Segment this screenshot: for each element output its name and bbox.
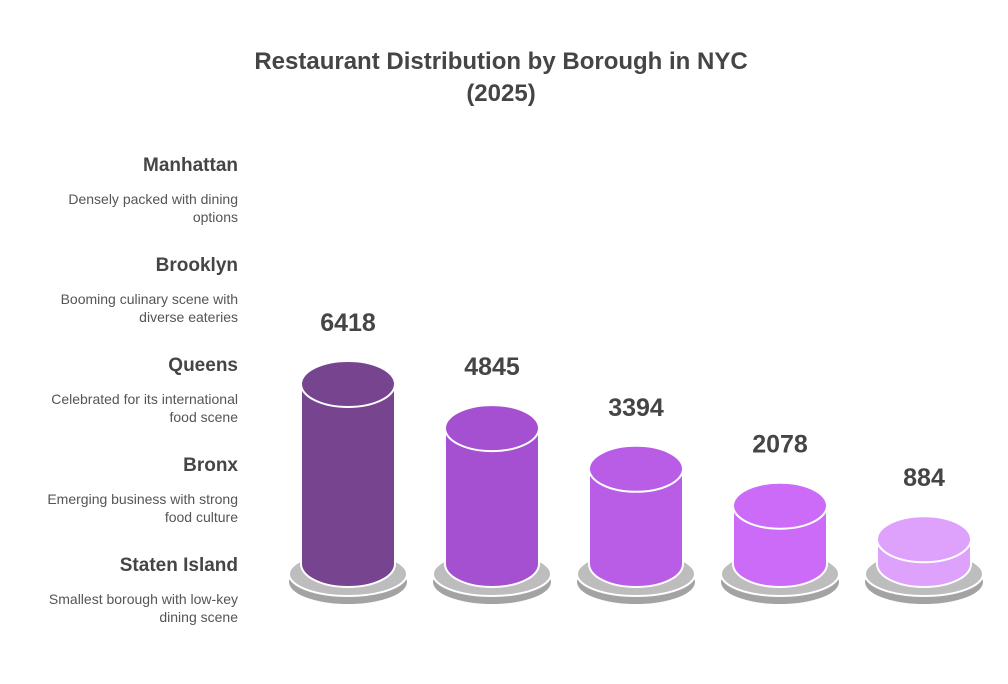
value-label-staten-island: 884	[903, 464, 945, 492]
cylinder-body-brooklyn	[444, 427, 540, 588]
value-label-manhattan: 6418	[320, 309, 376, 337]
legend-desc-manhattan-line-1: Densely packed with dining	[68, 191, 238, 207]
bar-bronx: 2078	[720, 431, 840, 604]
legend-desc-manhattan: Densely packed with dining options	[20, 190, 238, 226]
chart-title-line-1: Restaurant Distribution by Borough in NY…	[254, 48, 748, 75]
legend-desc-brooklyn: Booming culinary scene with diverse eate…	[20, 290, 238, 326]
legend-item-bronx: Bronx Emerging business with strong food…	[20, 454, 238, 550]
legend-desc-staten-island-line-2: dining scene	[159, 609, 238, 625]
bar-brooklyn: 4845	[432, 353, 552, 604]
cylinder-top-brooklyn	[444, 404, 540, 453]
cylinder-top-manhattan	[300, 360, 396, 408]
legend-item-staten-island: Staten Island Smallest borough with low-…	[20, 554, 238, 650]
legend-desc-brooklyn-line-2: diverse eateries	[139, 309, 238, 325]
bar-staten-island: 884	[864, 464, 984, 604]
legend-name-brooklyn: Brooklyn	[155, 255, 238, 276]
legend-desc-bronx-line-1: Emerging business with strong	[47, 491, 238, 507]
value-label-brooklyn: 4845	[464, 353, 520, 381]
legend-name-bronx: Bronx	[183, 455, 238, 476]
legend-desc-staten-island: Smallest borough with low-key dining sce…	[20, 590, 238, 626]
cylinder-top-staten-island	[876, 515, 972, 564]
cylinder-top-queens	[588, 444, 684, 493]
legend-desc-queens-line-1: Celebrated for its international	[51, 391, 238, 407]
legend-desc-manhattan-line-2: options	[192, 209, 238, 225]
legend-name-staten-island: Staten Island	[119, 555, 238, 576]
cylinder-body-queens	[588, 467, 684, 588]
legend-desc-queens-line-2: food scene	[169, 409, 239, 425]
legend-name-queens: Queens	[168, 355, 238, 376]
value-label-queens: 3394	[608, 394, 664, 422]
cylinder-body-manhattan	[300, 383, 396, 588]
legend-desc-staten-island-line-1: Smallest borough with low-key	[48, 591, 238, 607]
chart-title: Restaurant Distribution by Borough in NY…	[200, 46, 802, 110]
legend-desc-brooklyn-line-1: Booming culinary scene with	[60, 291, 238, 307]
legend-desc-bronx-line-2: food culture	[164, 509, 238, 525]
legend-item-brooklyn: Brooklyn Booming culinary scene with div…	[20, 254, 238, 350]
legend-item-queens: Queens Celebrated for its international …	[20, 354, 238, 450]
chart-title-line-2: (2025)	[466, 80, 536, 107]
legend-desc-queens: Celebrated for its international food sc…	[20, 390, 238, 426]
bar-manhattan: 6418	[288, 309, 408, 604]
legend-desc-bronx: Emerging business with strong food cultu…	[20, 490, 238, 526]
legend-item-manhattan: Manhattan Densely packed with dining opt…	[20, 154, 238, 250]
cylinder-top-bronx	[732, 481, 828, 530]
value-label-bronx: 2078	[752, 431, 808, 459]
borough-legend: Manhattan Densely packed with dining opt…	[20, 150, 238, 650]
bar-queens: 3394	[576, 394, 696, 604]
legend-name-manhattan: Manhattan	[143, 155, 238, 176]
